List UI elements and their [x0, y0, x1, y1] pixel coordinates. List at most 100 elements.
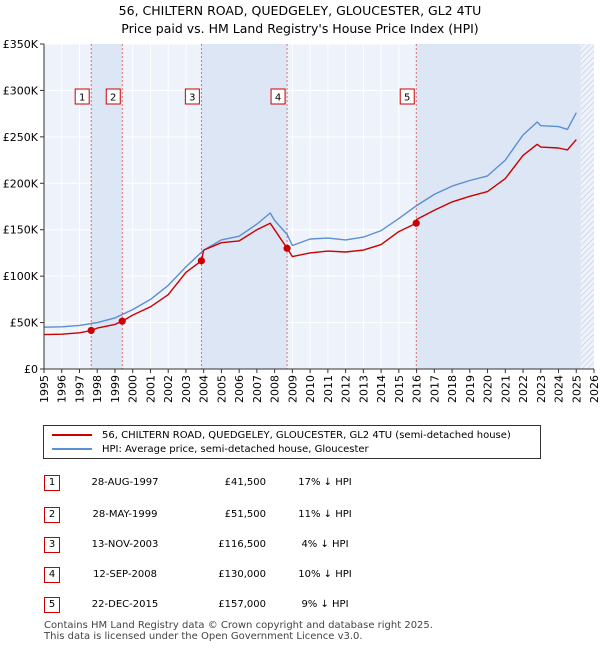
property-price-line [43, 139, 577, 336]
x-tick-label: 2022 [517, 375, 530, 403]
x-tick-label: 1997 [74, 375, 87, 403]
footer-line1: Contains HM Land Registry data © Crown c… [44, 620, 433, 631]
legend-label-property: 56, CHILTERN ROAD, QUEDGELEY, GLOUCESTER… [102, 430, 511, 441]
x-tick-label: 2021 [499, 375, 512, 403]
sale-point [118, 317, 126, 325]
x-tick-label: 2000 [127, 375, 140, 403]
sale-number-badge: 4 [44, 567, 60, 583]
x-tick-label: 2001 [145, 375, 158, 403]
sale-number-badge: 2 [44, 507, 60, 523]
x-tick-label: 2009 [286, 375, 299, 403]
x-tick-label: 2013 [357, 375, 370, 403]
sale-date: 22-DEC-2015 [91, 599, 159, 610]
x-tick-label: 2016 [411, 375, 424, 403]
sale-hpi-diff: 9% ↓ HPI [301, 599, 349, 610]
x-tick-label: 1995 [38, 375, 51, 403]
x-tick-label: 1996 [56, 375, 69, 403]
sale-number-badge: 3 [44, 537, 60, 553]
x-tick-label: 2012 [340, 375, 353, 403]
sale-date: 28-AUG-1997 [91, 477, 159, 488]
sale-row: 1 28-AUG-1997 £41,500 17% ↓ HPI [0, 475, 600, 493]
x-tick-label: 2019 [464, 375, 477, 403]
chart-title-line1: 56, CHILTERN ROAD, QUEDGELEY, GLOUCESTER… [118, 3, 482, 18]
y-tick-label: £200K [3, 177, 39, 190]
sale-hpi-diff: 11% ↓ HPI [298, 509, 352, 520]
sale-marker: 1 [74, 88, 90, 105]
chart-legend: 56, CHILTERN ROAD, QUEDGELEY, GLOUCESTER… [43, 425, 541, 459]
sale-marker-box [270, 88, 286, 105]
sale-marker-label: 2 [110, 93, 116, 104]
y-tick-label: £250K [3, 131, 39, 144]
sale-point [412, 219, 420, 227]
future-hatch-region [580, 44, 594, 369]
x-tick-label: 2006 [233, 375, 246, 403]
sale-row: 2 28-MAY-1999 £51,500 11% ↓ HPI [0, 507, 600, 525]
chart-title: 56, CHILTERN ROAD, QUEDGELEY, GLOUCESTER… [0, 2, 600, 38]
x-tick-label: 2017 [428, 375, 441, 403]
y-tick-label: £300K [3, 84, 39, 97]
legend-entry-property: 56, CHILTERN ROAD, QUEDGELEY, GLOUCESTER… [52, 429, 511, 443]
sale-hpi-diff: 4% ↓ HPI [301, 539, 349, 550]
sale-date: 12-SEP-2008 [93, 569, 157, 580]
sale-hpi-diff: 10% ↓ HPI [298, 569, 352, 580]
hpi-line [43, 112, 577, 328]
price-chart: 1 2 3 4 5 £0 £50K £100K £150K £200K £250K £300K £35… [3, 38, 600, 403]
y-tick-label: £350K [3, 38, 39, 51]
sale-price: £51,500 [224, 509, 266, 520]
sale-row: 4 12-SEP-2008 £130,000 10% ↓ HPI [0, 567, 600, 585]
footer-line2: This data is licensed under the Open Gov… [44, 631, 363, 642]
sale-marker-label: 3 [189, 93, 195, 104]
sale-number-badge: 1 [44, 475, 60, 491]
x-tick-label: 2024 [553, 375, 566, 403]
y-tick-label: £100K [3, 270, 39, 283]
sale-date: 13-NOV-2003 [91, 539, 159, 550]
sale-number-badge: 5 [44, 597, 60, 613]
sale-price: £130,000 [218, 569, 266, 580]
x-tick-label: 2007 [251, 375, 264, 403]
sale-row: 5 22-DEC-2015 £157,000 9% ↓ HPI [0, 597, 600, 615]
y-tick-label: £0 [24, 363, 38, 376]
x-tick-label: 2003 [180, 375, 193, 403]
footer: Contains HM Land Registry data © Crown c… [44, 620, 433, 642]
sale-marker-label: 1 [79, 93, 85, 104]
legend-label-hpi: HPI: Average price, semi-detached house,… [102, 444, 369, 455]
sale-point [283, 244, 291, 252]
sale-marker-box [399, 88, 415, 105]
sale-point [197, 257, 205, 265]
sale-marker-label: 5 [404, 93, 410, 104]
x-tick-label: 2002 [162, 375, 175, 403]
sale-marker: 2 [105, 88, 121, 105]
sale-marker: 3 [184, 88, 200, 105]
sale-date: 28-MAY-1999 [92, 509, 158, 520]
sale-row: 3 13-NOV-2003 £116,500 4% ↓ HPI [0, 537, 600, 555]
sale-price: £41,500 [224, 477, 266, 488]
sale-price: £116,500 [218, 539, 266, 550]
x-tick-label: 2015 [393, 375, 406, 403]
sale-point [87, 326, 95, 335]
x-tick-label: 2011 [322, 375, 335, 403]
sale-hpi-diff: 17% ↓ HPI [298, 477, 352, 488]
x-tick-label: 2023 [535, 375, 548, 403]
x-tick-label: 2010 [304, 375, 317, 403]
sale-marker-box [184, 88, 200, 105]
x-tick-label: 2005 [215, 375, 228, 403]
chart-title-line2: Price paid vs. HM Land Registry's House … [121, 21, 479, 36]
y-tick-label: £50K [10, 317, 39, 330]
sale-marker-box [105, 88, 121, 105]
sale-price: £157,000 [218, 599, 266, 610]
x-tick-label: 2004 [198, 375, 211, 403]
x-tick-label: 2014 [375, 375, 388, 403]
x-tick-label: 1998 [91, 375, 104, 403]
x-tick-label: 2025 [570, 375, 583, 403]
sale-marker: 4 [270, 88, 286, 105]
legend-swatch-property [52, 434, 92, 436]
sale-marker-box [74, 88, 90, 105]
x-tick-label: 2018 [446, 375, 459, 403]
sale-marker: 5 [399, 88, 415, 105]
x-tick-label: 2020 [482, 375, 495, 403]
sale-marker-label: 4 [275, 93, 281, 104]
x-tick-label: 2026 [588, 375, 600, 403]
x-tick-label: 2008 [269, 375, 282, 403]
x-tick-label: 1999 [109, 375, 122, 403]
legend-swatch-hpi [52, 448, 92, 450]
